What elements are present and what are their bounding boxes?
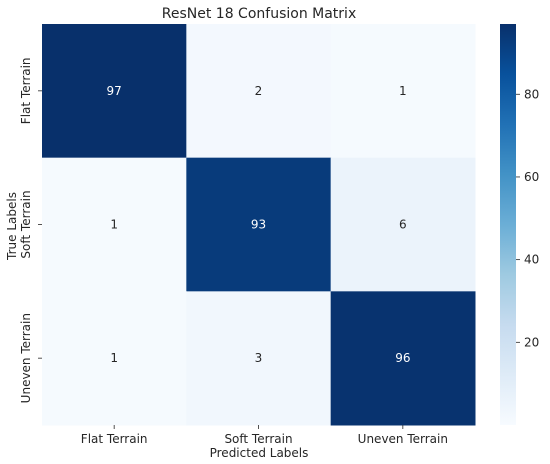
y-tick-label: Uneven Terrain [19, 313, 33, 403]
heatmap-cell [42, 24, 187, 159]
heatmap-cell [330, 157, 476, 292]
colorbar-tick-label: 80 [524, 87, 539, 101]
cell-value-label: 1 [399, 84, 407, 98]
x-tick-labels: Flat Terrain Soft Terrain Uneven Terrain [81, 425, 448, 446]
heatmap-cell [42, 157, 187, 292]
colorbar-tick-label: 40 [524, 253, 539, 267]
heatmap-cell [186, 24, 332, 159]
cell-value-label: 6 [399, 218, 407, 232]
x-tick-label: Uneven Terrain [358, 432, 448, 446]
cell-value-label: 97 [107, 84, 122, 98]
x-axis-label: Predicted Labels [210, 446, 309, 460]
x-tick-label: Soft Terrain [224, 432, 292, 446]
colorbar-tick-label: 60 [524, 170, 539, 184]
chart-title: ResNet 18 Confusion Matrix [162, 6, 356, 22]
y-tick-label: Soft Terrain [19, 190, 33, 258]
cell-value-label: 93 [251, 218, 266, 232]
cell-value-label: 96 [395, 351, 410, 365]
heatmap-cell [330, 291, 476, 426]
heatmap-cell [42, 291, 187, 426]
y-tick-label: Flat Terrain [19, 57, 33, 124]
colorbar [500, 24, 516, 425]
y-tick-labels: Flat Terrain Soft Terrain Uneven Terrain [19, 57, 42, 403]
heatmap-cell [330, 24, 476, 159]
cell-value-label: 3 [255, 351, 263, 365]
cell-value-label: 1 [110, 351, 118, 365]
colorbar-ticks: 20 40 60 80 [516, 87, 539, 349]
x-tick-label: Flat Terrain [81, 432, 148, 446]
heatmap-cell [186, 291, 332, 426]
heatmap-cell [186, 157, 332, 292]
cell-value-label: 2 [255, 84, 263, 98]
colorbar-tick-label: 20 [524, 335, 539, 349]
cell-value-label: 1 [110, 218, 118, 232]
y-axis-label: True Labels [5, 192, 19, 261]
heatmap-cells: 97 2 1 1 93 6 1 3 96 [42, 24, 476, 426]
